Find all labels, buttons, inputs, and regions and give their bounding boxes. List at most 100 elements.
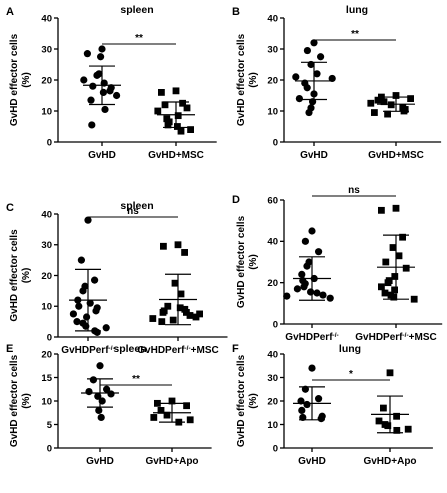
- panel-letter: D: [232, 194, 240, 206]
- y-tick-label: 30: [267, 44, 278, 55]
- data-point-square: [164, 121, 172, 129]
- data-point-circle: [310, 39, 318, 47]
- y-tick-label: 20: [267, 75, 278, 86]
- data-point-circle: [93, 71, 101, 79]
- data-point-circle: [308, 227, 316, 235]
- significance-label: **: [351, 29, 359, 40]
- data-point-square: [407, 95, 414, 102]
- data-point-square: [154, 107, 162, 115]
- data-point-square: [375, 417, 383, 425]
- data-point-square: [183, 402, 190, 410]
- x-category-label: GvHDPerf-/-+MSC: [137, 345, 218, 357]
- panel-letter: E: [6, 343, 13, 355]
- data-point-square: [183, 104, 191, 112]
- data-point-circle: [93, 328, 101, 336]
- y-tick-label: 20: [41, 75, 52, 86]
- data-point-square: [158, 318, 166, 326]
- x-category-label: GvHD: [300, 150, 328, 161]
- data-point-square: [169, 316, 177, 324]
- data-point-circle: [95, 406, 103, 414]
- data-point-circle: [87, 96, 95, 104]
- data-point-square: [186, 416, 194, 424]
- data-point-circle: [83, 50, 91, 58]
- x-category-label: GvHD: [298, 456, 326, 467]
- data-point-square: [392, 92, 400, 99]
- y-axis-label: GvHD effector cells(%): [236, 33, 259, 126]
- data-point-circle: [300, 283, 308, 291]
- data-point-square: [196, 310, 203, 318]
- data-point-square: [402, 264, 410, 272]
- data-point-circle: [79, 287, 87, 295]
- x-category-label: GvHD+MSC: [368, 150, 424, 161]
- data-point-circle: [97, 53, 105, 61]
- significance-label: **: [135, 33, 143, 44]
- x-category-label: GvHD+Apo: [363, 456, 416, 467]
- panel-title: spleen: [120, 200, 153, 212]
- data-point-circle: [89, 376, 97, 384]
- data-point-circle: [84, 216, 92, 224]
- data-point-circle: [103, 385, 111, 393]
- y-tick-label: 10: [41, 302, 52, 313]
- data-point-square: [177, 127, 185, 135]
- data-point-circle: [99, 88, 107, 96]
- panel-letter: A: [6, 6, 14, 18]
- y-tick-label: 30: [41, 240, 52, 251]
- data-point-square: [181, 249, 188, 256]
- data-point-square: [391, 286, 398, 294]
- data-point-square: [380, 98, 388, 106]
- data-point-circle: [326, 294, 334, 302]
- y-tick-label: 20: [267, 278, 278, 289]
- y-tick-label: 60: [267, 195, 278, 206]
- y-tick-label: 30: [41, 44, 52, 55]
- data-point-square: [399, 233, 406, 241]
- data-point-circle: [85, 388, 93, 396]
- panel-letter: B: [232, 6, 240, 18]
- data-point-circle: [113, 91, 121, 100]
- data-point-square: [380, 404, 387, 412]
- data-point-circle: [283, 292, 291, 300]
- data-point-square: [384, 279, 392, 287]
- y-tick-label: 10: [41, 106, 52, 117]
- data-point-circle: [102, 324, 110, 332]
- data-point-circle: [301, 237, 309, 245]
- significance-label: ns: [127, 206, 139, 217]
- data-point-square: [174, 241, 182, 249]
- x-category-label: GvHDPerf-/-+MSC: [355, 332, 436, 344]
- y-axis-label: GvHD effector cells(%): [9, 354, 32, 447]
- y-tick-label: 40: [41, 209, 52, 220]
- data-point-circle: [89, 82, 97, 90]
- data-point-square: [382, 258, 390, 266]
- data-point-circle: [97, 413, 105, 422]
- data-point-square: [186, 312, 194, 319]
- y-axis-label: GvHD effector cells(%): [236, 354, 259, 447]
- data-point-circle: [106, 87, 114, 95]
- y-tick-label: 0: [273, 137, 278, 148]
- data-point-circle: [92, 307, 100, 315]
- data-point-square: [172, 87, 180, 95]
- y-tick-label: 30: [267, 373, 278, 384]
- data-point-circle: [315, 248, 323, 256]
- y-tick-label: 40: [41, 13, 52, 24]
- data-point-circle: [303, 46, 311, 55]
- data-point-square: [378, 206, 385, 214]
- data-point-square: [187, 126, 194, 133]
- data-point-circle: [305, 108, 313, 117]
- data-point-square: [404, 425, 412, 433]
- data-point-circle: [298, 270, 306, 278]
- data-point-square: [393, 426, 401, 434]
- y-tick-label: 0: [47, 137, 52, 148]
- data-point-square: [168, 397, 176, 405]
- data-point-circle: [317, 53, 325, 61]
- y-axis-label: GvHD effector cells(%): [9, 33, 32, 126]
- data-point-square: [149, 315, 157, 322]
- data-point-square: [381, 289, 389, 297]
- data-point-circle: [328, 74, 336, 83]
- data-point-circle: [75, 302, 83, 310]
- x-category-label: GvHDPerf-/-: [61, 345, 114, 357]
- data-point-square: [384, 110, 391, 118]
- data-point-square: [157, 407, 165, 414]
- data-point-circle: [292, 73, 300, 81]
- y-tick-label: 0: [273, 319, 278, 330]
